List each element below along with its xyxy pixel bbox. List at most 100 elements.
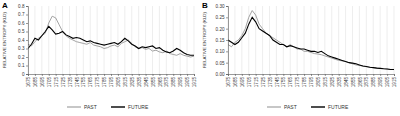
tick-mark <box>49 74 50 76</box>
legend-swatch <box>311 106 325 107</box>
tick-label: 1775 <box>95 77 100 88</box>
series-line <box>228 17 394 69</box>
tick-label: 1855 <box>151 77 156 88</box>
plot-area <box>28 16 194 57</box>
tick-mark <box>263 74 264 76</box>
grid-line <box>48 6 49 74</box>
tick-mark <box>104 74 105 76</box>
tick-mark <box>153 74 154 76</box>
tick-mark <box>297 74 298 76</box>
tick: 1805 <box>116 74 121 87</box>
grid-line <box>317 6 318 74</box>
grid <box>28 6 194 74</box>
tick: 1905 <box>385 74 390 87</box>
tick-label: 0.00 <box>216 72 225 77</box>
tick-label: 1705 <box>47 77 52 88</box>
tick-mark <box>226 17 228 18</box>
tick: 0.7 <box>18 12 28 17</box>
tick: 1795 <box>109 74 114 87</box>
tick-label: 1905 <box>185 77 190 88</box>
grid-line <box>34 6 35 74</box>
tick-mark <box>26 74 28 75</box>
tick-mark <box>332 74 333 76</box>
tick-mark <box>226 40 228 41</box>
tick: 0 <box>22 72 28 77</box>
tick: 1845 <box>144 74 149 87</box>
series-line <box>228 11 394 70</box>
tick-label: 1885 <box>371 77 376 88</box>
tick-label: 1795 <box>309 77 314 88</box>
tick-mark <box>26 66 28 67</box>
tick: 1715 <box>54 74 59 87</box>
legend: PASTFUTURE <box>67 104 149 110</box>
grid-line <box>283 6 284 74</box>
tick-label: 1725 <box>61 77 66 88</box>
tick-mark <box>70 74 71 76</box>
tick: 1875 <box>364 74 369 87</box>
axis-title: RELATIVE ENTROPY (KLD) <box>2 11 7 67</box>
legend-label: PAST <box>284 104 297 110</box>
grid-line <box>173 6 174 74</box>
grid-line <box>194 6 195 74</box>
tick-mark <box>226 63 228 64</box>
grid-line <box>117 6 118 74</box>
tick-label: 1765 <box>88 77 93 88</box>
legend-label: FUTURE <box>328 104 349 110</box>
tick: 1675 <box>26 74 31 87</box>
grid-line <box>331 6 332 74</box>
tick-label: 0.6 <box>18 21 25 26</box>
tick: 1795 <box>309 74 314 87</box>
tick-mark <box>226 74 228 75</box>
tick-mark <box>187 74 188 76</box>
tick-label: 1675 <box>26 77 31 88</box>
grid-line <box>97 6 98 74</box>
tick-label: 1735 <box>268 77 273 88</box>
tick-label: 0.8 <box>18 4 25 9</box>
tick-label: 1765 <box>288 77 293 88</box>
grid-line <box>297 6 298 74</box>
grid <box>228 6 394 74</box>
tick-label: 1755 <box>81 77 86 88</box>
tick-mark <box>283 74 284 76</box>
tick-label: 1815 <box>123 77 128 88</box>
tick: 1805 <box>316 74 321 87</box>
tick-label: 1725 <box>261 77 266 88</box>
tick-mark <box>194 74 195 76</box>
tick-label: 1805 <box>116 77 121 88</box>
grid-line <box>104 6 105 74</box>
tick-mark <box>366 74 367 76</box>
tick-mark <box>373 74 374 76</box>
tick-mark <box>242 74 243 76</box>
tick-label: 1885 <box>171 77 176 88</box>
grid-line <box>111 6 112 74</box>
grid-line <box>345 6 346 74</box>
tick-mark <box>146 74 147 76</box>
tick-label: 1785 <box>302 77 307 88</box>
panel-title: A <box>2 1 8 10</box>
tick: 0.8 <box>18 4 28 9</box>
grid-line <box>41 6 42 74</box>
tick-mark <box>63 74 64 76</box>
grid-line <box>366 6 367 74</box>
grid-line <box>145 6 146 74</box>
tick: 1855 <box>151 74 156 87</box>
tick: 1685 <box>33 74 38 87</box>
tick: 1765 <box>288 74 293 87</box>
tick: 1745 <box>75 74 80 87</box>
tick-label: 1865 <box>158 77 163 88</box>
tick-mark <box>290 74 291 76</box>
tick-mark <box>387 74 388 76</box>
tick: 0.2 <box>18 55 28 60</box>
tick-mark <box>226 29 228 30</box>
grid-line <box>394 6 395 74</box>
grid-line <box>90 6 91 74</box>
tick-label: 0.5 <box>18 29 25 34</box>
tick: 1705 <box>247 74 252 87</box>
panel: 0.000.050.100.150.200.250.30167516851695… <box>216 4 398 87</box>
legend-swatch <box>111 106 125 107</box>
tick: 1695 <box>40 74 45 87</box>
tick: 1915 <box>192 74 197 87</box>
tick-label: 0.3 <box>18 46 25 51</box>
tick-label: 0 <box>22 72 25 77</box>
tick-label: 1915 <box>192 77 197 88</box>
